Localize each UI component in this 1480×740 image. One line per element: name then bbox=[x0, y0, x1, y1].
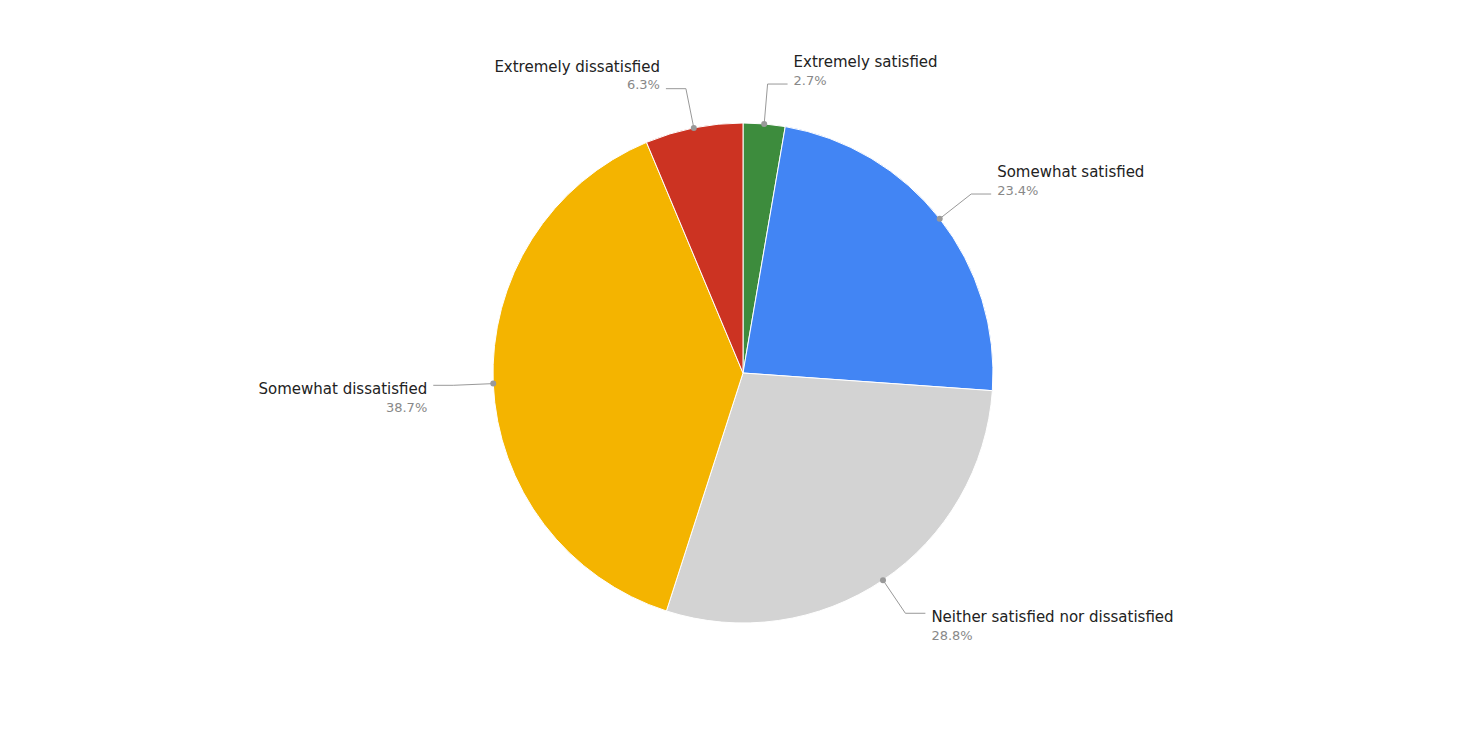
svg-text:Extremely dissatisfied: Extremely dissatisfied bbox=[494, 58, 660, 76]
svg-text:Somewhat dissatisfied: Somewhat dissatisfied bbox=[259, 380, 428, 398]
svg-text:38.7%: 38.7% bbox=[386, 400, 427, 415]
svg-text:28.8%: 28.8% bbox=[931, 628, 972, 643]
svg-text:23.4%: 23.4% bbox=[997, 183, 1038, 198]
svg-text:6.3%: 6.3% bbox=[627, 77, 660, 92]
svg-text:2.7%: 2.7% bbox=[794, 73, 827, 88]
svg-text:Extremely satisfied: Extremely satisfied bbox=[794, 53, 938, 71]
svg-text:Neither satisfied nor dissatis: Neither satisfied nor dissatisfied bbox=[931, 608, 1173, 626]
svg-text:Somewhat satisfied: Somewhat satisfied bbox=[997, 163, 1144, 181]
